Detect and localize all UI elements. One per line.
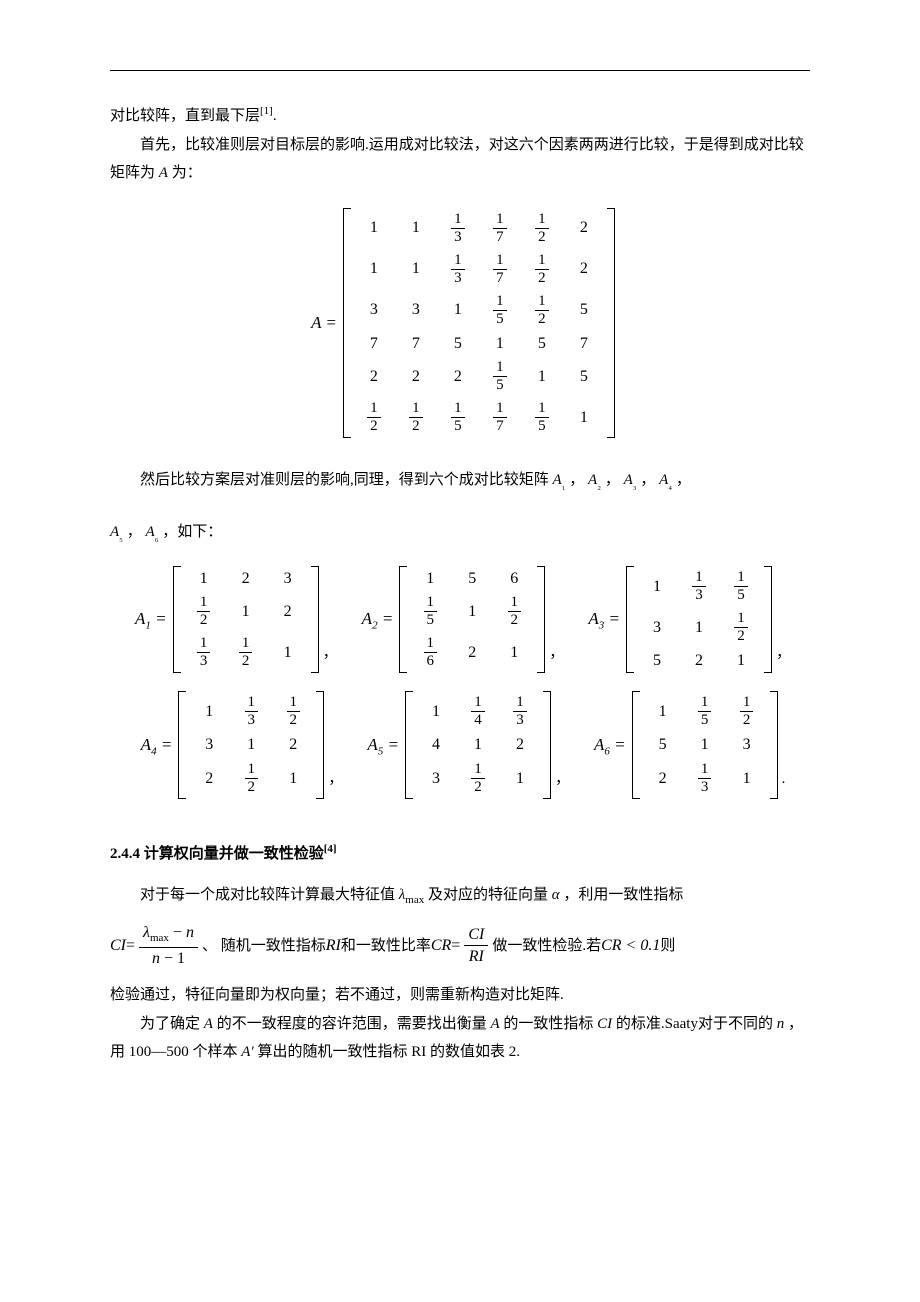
p6A2: A: [490, 1016, 499, 1032]
paragraph-3b: A₅ ， A₆ ，如下：: [110, 518, 810, 548]
matrix-A6: A6 =115125132131.: [588, 691, 785, 799]
p2a: 首先，比较准则层对目标层的影响.运用成对比较法，对这六个因素两两进行比较，于是得…: [110, 137, 804, 182]
p6a: 为了确定: [140, 1016, 204, 1032]
f-mid2: 和一致性比率: [341, 932, 431, 961]
p4b: 及对应的特征向量: [424, 887, 552, 903]
small-matrix-row-2: A4 =113123122121，A5 =114134123121，A6 =11…: [110, 691, 810, 799]
f-CR: CR: [431, 931, 451, 961]
p3-list2: A₅ ， A₆: [110, 524, 162, 540]
p1-text: 对比较阵，直到最下层: [110, 108, 260, 124]
f-eq1: =: [126, 931, 135, 961]
bracket-left: [343, 208, 351, 439]
f-tail2: 则: [660, 932, 675, 961]
paragraph-5: 检验通过，特征向量即为权向量；若不通过，则需重新构造对比矩阵.: [110, 981, 810, 1010]
f-den2: RI: [464, 946, 488, 966]
section-num: 2.4.4: [110, 846, 144, 862]
matrix-A3: A3 =113153112521，: [582, 566, 791, 674]
main-matrix-wrap: A = 111317122111317122331151257751572221…: [305, 208, 615, 439]
f-frac2: CI RI: [464, 926, 488, 966]
p6f: 算出的随机一致性指标 RI 的数值如表 2.: [254, 1044, 520, 1060]
f-frac1: λmax − n n − 1: [139, 924, 198, 967]
f-tail: 做一致性检验.若: [492, 932, 601, 961]
small-matrix-row-1: A1 =123121213121，A2 =156151121621，A3 =11…: [110, 566, 810, 674]
f-RI: RI: [326, 931, 341, 961]
p3a: 然后比较方案层对准则层的影响,同理，得到六个成对比较矩阵: [140, 472, 553, 488]
formula-line: CI = λmax − n n − 1 、 随机一致性指标 RI 和一致性比率 …: [110, 924, 810, 967]
lambda-sub: max: [405, 894, 424, 906]
bracket-right: [607, 208, 615, 439]
p6d: 的标准.Saaty对于不同的: [612, 1016, 777, 1032]
matrix-A1: A1 =123121213121，: [129, 566, 338, 674]
paragraph-4: 对于每一个成对比较阵计算最大特征值 λmax 及对应的特征向量 α ，利用一致性…: [110, 881, 810, 911]
p6Ap: A′: [241, 1044, 253, 1060]
section-title-text: 计算权向量并做一致性检验: [144, 846, 324, 862]
main-matrix-table: 1113171221113171223311512577515722215151…: [353, 208, 605, 439]
p4a: 对于每一个成对比较阵计算最大特征值: [140, 887, 399, 903]
paragraph-1: 对比较阵，直到最下层[1].: [110, 101, 810, 131]
citation-4: [4]: [324, 843, 337, 855]
main-matrix-label: A =: [305, 307, 343, 339]
f-eq2: =: [451, 931, 460, 961]
paragraph-6: 为了确定 A 的不一致程度的容许范围，需要找出衡量 A 的一致性指标 CI 的标…: [110, 1010, 810, 1067]
matrix-A5: A5 =114134123121，: [361, 691, 570, 799]
matrix-A2: A2 =156151121621，: [356, 566, 565, 674]
p6b: 的不一致程度的容许范围，需要找出衡量: [213, 1016, 491, 1032]
paragraph-3: 然后比较方案层对准则层的影响,同理，得到六个成对比较矩阵 A₁ ， A₂ ， A…: [110, 466, 810, 496]
p3b: ，如下：: [162, 524, 222, 540]
p1-end: .: [273, 108, 277, 124]
alpha: α: [552, 887, 560, 903]
section-title: 2.4.4 计算权向量并做一致性检验[4]: [110, 839, 810, 869]
f-num2: CI: [464, 926, 488, 947]
p6c: 的一致性指标: [500, 1016, 598, 1032]
header-rule: [110, 70, 810, 71]
p6A1: A: [204, 1016, 213, 1032]
f-mid1: 、 随机一致性指标: [202, 932, 326, 961]
f-cond: CR < 0.1: [601, 931, 660, 961]
matrix-A4: A4 =113123122121，: [135, 691, 344, 799]
p2b: 为：: [168, 165, 202, 181]
f-CI: CI: [110, 931, 126, 961]
f-num1: λmax − n: [139, 924, 198, 947]
p3-list: A₁ ， A₂ ， A₃ ， A₄ ，: [553, 472, 691, 488]
paragraph-2: 首先，比较准则层对目标层的影响.运用成对比较法，对这六个因素两两进行比较，于是得…: [110, 131, 810, 188]
p2-A: A: [159, 165, 168, 181]
citation-1: [1]: [260, 105, 273, 117]
main-matrix-block: A = 111317122111317122331151257751572221…: [110, 208, 810, 439]
p4c: ，利用一致性指标: [560, 887, 684, 903]
p6CI: CI: [597, 1016, 612, 1032]
f-den1: n − 1: [139, 948, 198, 968]
